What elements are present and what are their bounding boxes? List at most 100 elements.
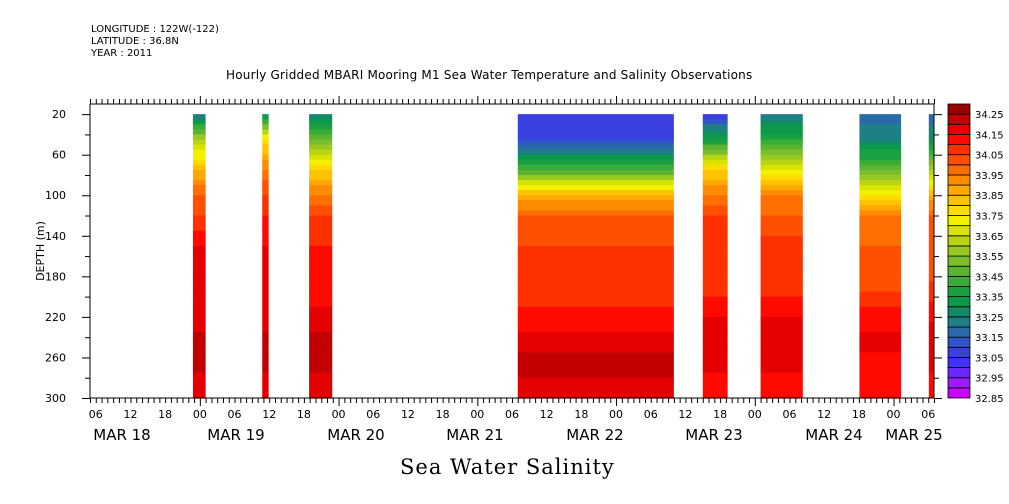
data-segment-7-band	[928, 124, 934, 130]
data-segment-1-band	[262, 200, 269, 206]
data-segment-3-band	[517, 352, 674, 359]
x-tick-label: 12	[123, 408, 137, 421]
data-segment-3-band	[517, 256, 674, 262]
data-segment-3-band	[517, 240, 674, 247]
data-segment-7-band	[928, 235, 934, 242]
data-segment-5-band	[760, 185, 803, 191]
data-segment-0-band	[192, 235, 206, 242]
data-segment-6-band	[859, 251, 902, 257]
data-segment-5-band	[760, 139, 803, 146]
data-segment-7-band	[928, 139, 934, 146]
data-segment-0-band	[192, 337, 206, 343]
x-tick-label: 06	[366, 408, 380, 421]
colorbar-label: 33.65	[975, 232, 1004, 243]
data-segment-6-band	[859, 392, 902, 399]
colorbar-swatch	[947, 336, 971, 348]
data-segment-6-band	[859, 154, 902, 161]
x-tick-label: 00	[609, 408, 623, 421]
colorbar-swatch	[947, 255, 971, 267]
data-segment-5-band	[760, 256, 803, 262]
data-segment-0-band	[192, 149, 206, 156]
colorbar-label: 34.25	[975, 110, 1004, 121]
data-segment-2-band	[309, 271, 333, 277]
y-tick-label: 60	[52, 149, 66, 162]
data-segment-7-band	[928, 114, 934, 120]
data-segment-5-band	[760, 306, 803, 313]
data-segment-0-band	[192, 372, 206, 379]
data-segment-4-band	[702, 225, 728, 232]
data-segment-6-band	[859, 164, 902, 171]
x-tick-label: 12	[262, 408, 276, 421]
data-segment-4-band	[702, 164, 728, 171]
data-segment-1-band	[262, 134, 269, 141]
data-segment-6-band	[859, 124, 902, 130]
data-segment-4-band	[702, 357, 728, 364]
data-segment-4-band	[702, 387, 728, 394]
colorbar-label: 33.55	[975, 252, 1004, 263]
data-segment-4-band	[702, 129, 728, 136]
data-segment-0-band	[192, 129, 206, 136]
data-segment-1-band	[262, 261, 269, 267]
data-segment-3-band	[517, 266, 674, 272]
data-segment-1-band	[262, 220, 269, 227]
data-segment-0-band	[192, 321, 206, 328]
data-segment-1-band	[262, 382, 269, 389]
data-segment-0-band	[192, 261, 206, 267]
data-segment-1-band	[262, 357, 269, 364]
colorbar-swatch	[947, 346, 971, 358]
data-segment-3-band	[517, 372, 674, 379]
data-segment-2-band	[309, 382, 333, 389]
colorbar-swatch	[947, 306, 971, 318]
data-segment-2-band	[309, 114, 333, 120]
data-segment-2-band	[309, 296, 333, 303]
colorbar-label: 33.35	[975, 293, 1004, 304]
data-segment-0-band	[192, 119, 206, 125]
data-segment-1-band	[262, 362, 269, 369]
data-segment-7-band	[928, 174, 934, 181]
data-segment-1-band	[262, 296, 269, 303]
data-segment-0-band	[192, 154, 206, 161]
x-tick-label: 06	[505, 408, 519, 421]
data-segment-5-band	[760, 321, 803, 328]
data-segment-4-band	[702, 215, 728, 222]
data-segment-5-band	[760, 367, 803, 374]
y-tick-label: 260	[45, 351, 66, 364]
data-segment-4-band	[702, 291, 728, 298]
data-segment-3-band	[517, 149, 674, 156]
colorbar-swatch	[947, 134, 971, 145]
y-axis-label: DEPTH (m)	[34, 221, 47, 281]
data-segment-6-band	[859, 159, 902, 166]
data-segment-6-band	[859, 276, 902, 283]
colorbar-swatch	[947, 204, 971, 216]
data-segment-1-band	[262, 367, 269, 374]
data-segment-2-band	[309, 276, 333, 283]
data-segment-6-band	[859, 245, 902, 252]
data-segment-5-band	[760, 316, 803, 323]
data-segment-1-band	[262, 124, 269, 130]
data-segment-4-band	[702, 392, 728, 399]
data-segment-1-band	[262, 210, 269, 217]
data-segment-5-band	[760, 261, 803, 267]
colorbar-label: 34.15	[975, 130, 1004, 141]
data-segment-2-band	[309, 149, 333, 156]
data-segment-6-band	[859, 129, 902, 136]
data-segment-1-band	[262, 114, 269, 120]
data-segment-6-band	[859, 235, 902, 242]
data-segment-0-band	[192, 190, 206, 196]
data-segment-6-band	[859, 230, 902, 237]
data-segment-0-band	[192, 124, 206, 130]
data-segment-6-band	[859, 169, 902, 176]
data-segment-5-band	[760, 382, 803, 389]
data-segment-0-band	[192, 164, 206, 171]
data-segment-0-band	[192, 245, 206, 252]
data-segment-2-band	[309, 190, 333, 196]
data-segment-3-band	[517, 185, 674, 191]
data-segment-2-band	[309, 134, 333, 141]
data-segment-6-band	[859, 149, 902, 156]
data-segment-4-band	[702, 245, 728, 252]
data-segment-3-band	[517, 347, 674, 353]
data-segment-5-band	[760, 357, 803, 364]
data-segment-7-band	[928, 367, 934, 374]
data-segment-2-band	[309, 210, 333, 217]
colorbar-swatch	[947, 326, 971, 338]
